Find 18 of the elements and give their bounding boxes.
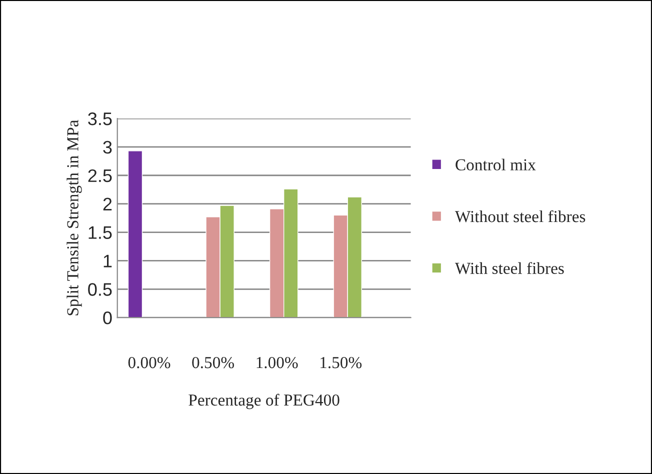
- x-axis-title: Percentage of PEG400: [188, 394, 340, 410]
- y-tick-label: 0.5: [88, 283, 112, 296]
- bar: [128, 150, 143, 318]
- y-tick-label: 2.5: [88, 169, 112, 182]
- legend-label: With steel fibres: [454, 262, 564, 274]
- x-tick-label: 1.50%: [320, 356, 362, 368]
- x-tick-label: 0.00%: [128, 356, 170, 368]
- y-axis-title: Split Tensile Strength in MPa: [66, 120, 82, 316]
- y-tick-label: 3: [103, 140, 112, 154]
- x-tick-label: 0.50%: [192, 356, 234, 368]
- legend-label: Without steel fibres: [454, 210, 586, 222]
- x-tick-label: 1.00%: [256, 356, 298, 368]
- y-tick-label: 0: [103, 312, 112, 324]
- y-tick-label: 2: [103, 198, 112, 210]
- y-tick-label: 1: [104, 254, 112, 268]
- legend-label: Control mix: [456, 158, 536, 170]
- y-tick-label: 3.5: [88, 112, 112, 126]
- y-tick-label: 1.5: [88, 226, 112, 239]
